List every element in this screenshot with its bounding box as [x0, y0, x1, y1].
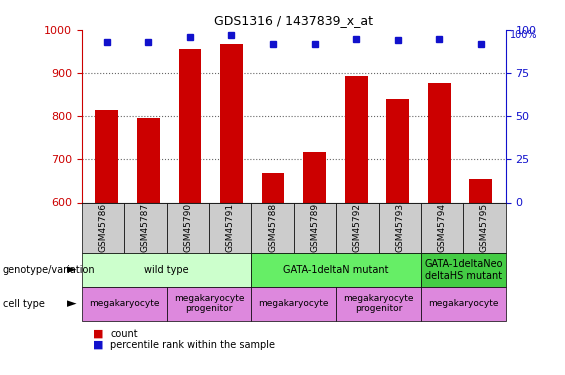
Text: ►: ►: [67, 264, 76, 276]
Bar: [303, 152, 326, 202]
Bar: [82, 253, 251, 287]
Text: count: count: [110, 329, 138, 339]
Text: GSM45789: GSM45789: [311, 203, 319, 252]
Text: GSM45788: GSM45788: [268, 203, 277, 252]
Text: megakaryocyte: megakaryocyte: [259, 299, 329, 308]
Bar: [137, 117, 160, 202]
Bar: [220, 44, 243, 203]
Bar: [124, 202, 167, 253]
Title: GDS1316 / 1437839_x_at: GDS1316 / 1437839_x_at: [214, 15, 373, 27]
Bar: [345, 76, 368, 202]
Bar: [463, 202, 506, 253]
Text: GSM45790: GSM45790: [184, 203, 192, 252]
Text: megakaryocyte
progenitor: megakaryocyte progenitor: [344, 294, 414, 314]
Text: GATA-1deltaNeo
deltaHS mutant: GATA-1deltaNeo deltaHS mutant: [424, 259, 502, 281]
Text: GSM45791: GSM45791: [226, 203, 234, 252]
Text: GSM45786: GSM45786: [99, 203, 107, 252]
Bar: [209, 202, 251, 253]
Bar: [251, 287, 336, 321]
Text: GSM45787: GSM45787: [141, 203, 150, 252]
Bar: [336, 287, 421, 321]
Bar: [82, 202, 124, 253]
Bar: [82, 287, 167, 321]
Bar: [386, 99, 409, 202]
Bar: [379, 202, 421, 253]
Text: GSM45792: GSM45792: [353, 203, 362, 252]
Text: ■: ■: [93, 329, 104, 339]
Text: GATA-1deltaN mutant: GATA-1deltaN mutant: [284, 265, 389, 275]
Bar: [421, 202, 463, 253]
Text: megakaryocyte
progenitor: megakaryocyte progenitor: [174, 294, 244, 314]
Bar: [95, 110, 118, 202]
Text: cell type: cell type: [3, 299, 45, 309]
Bar: [251, 253, 421, 287]
Bar: [167, 287, 251, 321]
Text: wild type: wild type: [145, 265, 189, 275]
Text: GSM45793: GSM45793: [396, 203, 404, 252]
Bar: [251, 202, 294, 253]
Text: 100%: 100%: [510, 30, 537, 40]
Text: megakaryocyte: megakaryocyte: [89, 299, 159, 308]
Text: GSM45795: GSM45795: [480, 203, 489, 252]
Bar: [428, 82, 451, 203]
Text: GSM45794: GSM45794: [438, 203, 446, 252]
Text: ■: ■: [93, 340, 104, 350]
Bar: [294, 202, 336, 253]
Text: percentile rank within the sample: percentile rank within the sample: [110, 340, 275, 350]
Bar: [336, 202, 379, 253]
Bar: [421, 287, 506, 321]
Bar: [262, 173, 284, 202]
Text: genotype/variation: genotype/variation: [3, 265, 95, 275]
Bar: [167, 202, 209, 253]
Bar: [421, 253, 506, 287]
Bar: [179, 50, 201, 202]
Bar: [470, 179, 492, 203]
Text: ►: ►: [67, 297, 76, 310]
Text: megakaryocyte: megakaryocyte: [428, 299, 498, 308]
